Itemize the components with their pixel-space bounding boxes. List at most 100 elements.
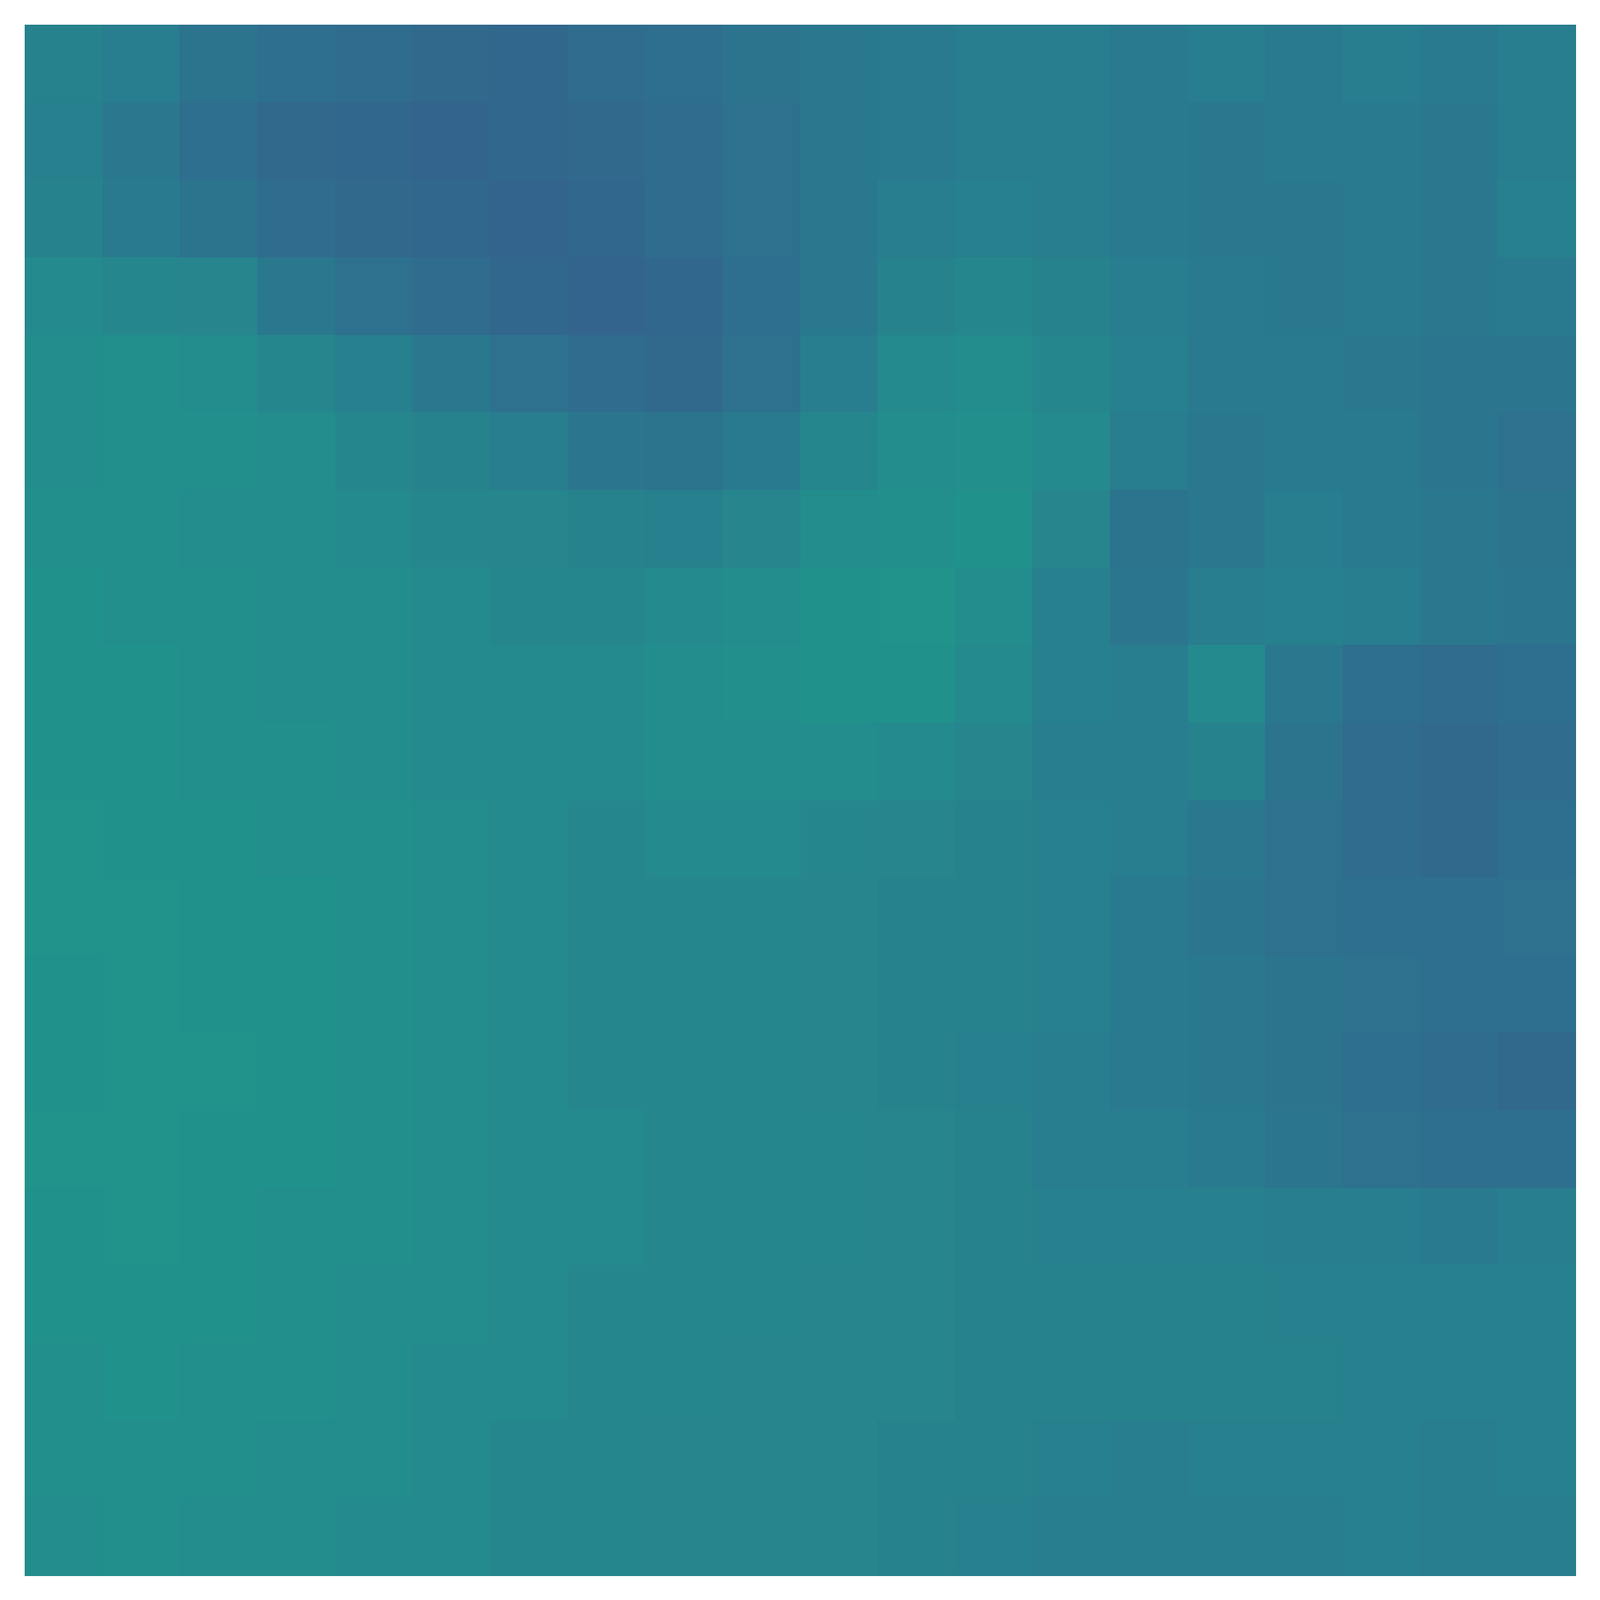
heatmap-cell: [1110, 102, 1188, 181]
heatmap-cell: [800, 955, 879, 1034]
heatmap-cell: [877, 1264, 956, 1343]
heatmap-cell: [102, 335, 181, 413]
heatmap-cell: [24, 257, 103, 336]
heatmap-cell: [1497, 1342, 1576, 1421]
heatmap-cell: [722, 722, 801, 801]
heatmap-cell: [1032, 1187, 1111, 1266]
heatmap-cell: [257, 955, 336, 1034]
heatmap-cell: [1497, 1264, 1576, 1343]
heatmap-cell: [567, 1110, 646, 1188]
heatmap-cell: [877, 102, 956, 181]
heatmap-cell: [412, 644, 490, 723]
heatmap-cell: [1342, 1342, 1421, 1421]
heatmap-cell: [489, 955, 568, 1034]
heatmap-cell: [722, 1032, 801, 1111]
heatmap-cell: [1342, 412, 1421, 490]
heatmap-cell: [1420, 1187, 1499, 1266]
heatmap-cell: [722, 644, 801, 723]
heatmap-cell: [1420, 722, 1499, 801]
heatmap-cell: [722, 800, 801, 879]
heatmap-cell: [567, 489, 646, 568]
heatmap-cell: [1497, 1032, 1576, 1111]
heatmap-cell: [335, 24, 413, 103]
heatmap-cell: [1497, 722, 1576, 801]
heatmap-cell: [644, 1497, 723, 1576]
heatmap-cell: [1264, 955, 1343, 1034]
heatmap-cell: [1420, 567, 1499, 646]
heatmap-cell: [489, 722, 568, 801]
heatmap-cell: [1497, 877, 1576, 956]
heatmap-cell: [489, 644, 568, 723]
heatmap-cell: [102, 567, 181, 646]
heatmap-cell: [955, 1187, 1034, 1266]
heatmap-cell: [179, 1110, 258, 1188]
heatmap-cell: [102, 412, 181, 490]
heatmap-cell: [1264, 800, 1343, 879]
heatmap-cell: [1187, 1110, 1266, 1188]
heatmap-cell: [1110, 257, 1188, 336]
heatmap-cell: [1032, 335, 1111, 413]
heatmap-cell: [1420, 1420, 1499, 1499]
heatmap-cell: [1342, 24, 1421, 103]
heatmap-cell: [955, 1342, 1034, 1421]
heatmap-cell: [335, 644, 413, 723]
heatmap-cell: [877, 1497, 956, 1576]
heatmap-cell: [877, 1342, 956, 1421]
heatmap-cell: [800, 335, 879, 413]
heatmap-cell: [179, 24, 258, 103]
heatmap-cell: [800, 412, 879, 490]
heatmap-cell: [567, 644, 646, 723]
heatmap-cell: [1187, 257, 1266, 336]
heatmap-cell: [800, 800, 879, 879]
heatmap-cell: [1110, 955, 1188, 1034]
heatmap-cell: [412, 257, 490, 336]
heatmap-cell: [1110, 1187, 1188, 1266]
heatmap-cell: [179, 800, 258, 879]
heatmap-cell: [644, 877, 723, 956]
heatmap-cell: [24, 179, 103, 258]
heatmap-cell: [1187, 1497, 1266, 1576]
heatmap-cell: [24, 1497, 103, 1576]
heatmap-cell: [257, 1264, 336, 1343]
heatmap-cell: [644, 1032, 723, 1111]
heatmap-cell: [800, 1187, 879, 1266]
heatmap-cell: [644, 1342, 723, 1421]
heatmap-cell: [800, 644, 879, 723]
heatmap-cell: [257, 877, 336, 956]
heatmap-cell: [1497, 24, 1576, 103]
heatmap-cell: [722, 1187, 801, 1266]
heatmap-cell: [1420, 800, 1499, 879]
heatmap-cell: [1187, 1187, 1266, 1266]
heatmap-cell: [24, 567, 103, 646]
heatmap-cell: [567, 955, 646, 1034]
heatmap-cell: [955, 1110, 1034, 1188]
heatmap-cell: [1342, 567, 1421, 646]
heatmap-cell: [722, 1264, 801, 1343]
heatmap-cell: [179, 567, 258, 646]
heatmap-cell: [24, 1032, 103, 1111]
heatmap-cell: [257, 412, 336, 490]
heatmap-cell: [179, 1032, 258, 1111]
heatmap-cell: [24, 1342, 103, 1421]
heatmap-cell: [877, 644, 956, 723]
heatmap-cell: [1420, 1264, 1499, 1343]
heatmap-cell: [1032, 722, 1111, 801]
heatmap-cell: [877, 179, 956, 258]
heatmap-cell: [1342, 102, 1421, 181]
heatmap-cell: [877, 489, 956, 568]
heatmap-cell: [567, 257, 646, 336]
heatmap-cell: [1342, 1420, 1421, 1499]
heatmap-cell: [800, 257, 879, 336]
heatmap-cell: [1032, 412, 1111, 490]
heatmap-cell: [257, 1110, 336, 1188]
heatmap-cell: [644, 179, 723, 258]
heatmap-cell: [1110, 1110, 1188, 1188]
heatmap-cell: [1032, 800, 1111, 879]
heatmap-cell: [567, 1497, 646, 1576]
heatmap-cell: [644, 24, 723, 103]
heatmap-cell: [102, 1187, 181, 1266]
heatmap-cell: [179, 257, 258, 336]
heatmap-cell: [102, 955, 181, 1034]
heatmap-cell: [1264, 489, 1343, 568]
heatmap-cell: [1497, 567, 1576, 646]
